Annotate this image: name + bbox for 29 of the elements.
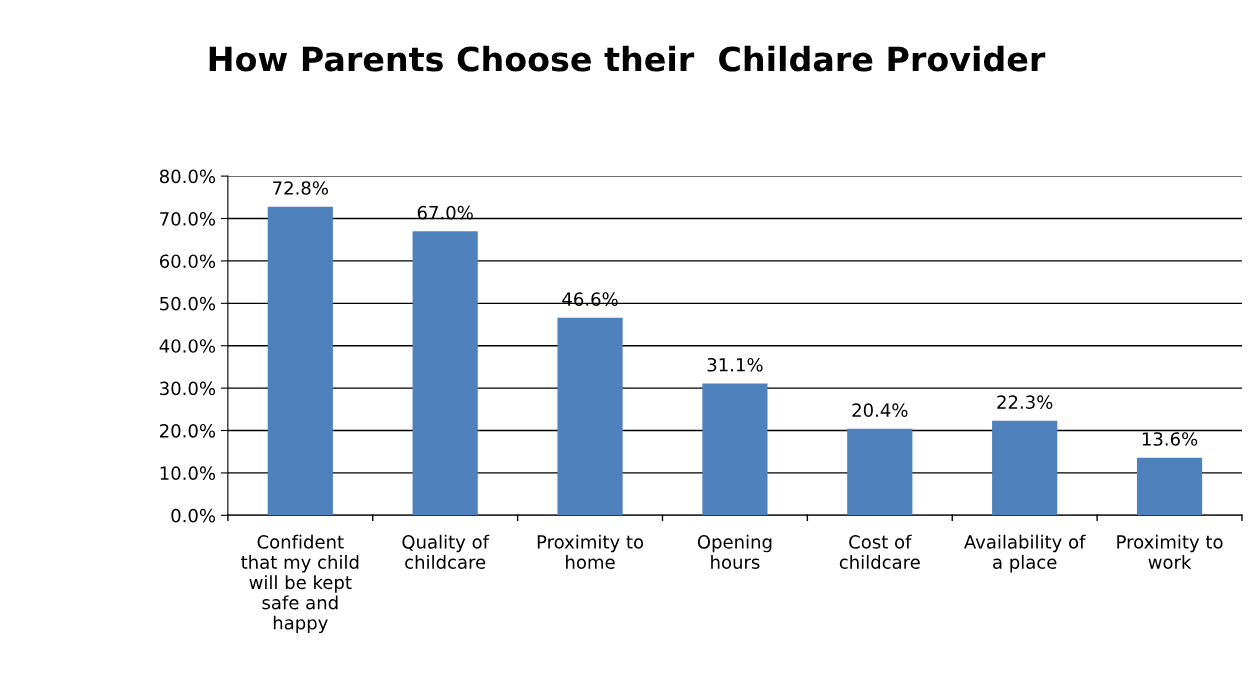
bar <box>557 317 623 516</box>
y-tick-label: 0.0% <box>171 508 216 523</box>
x-tick-label: Proximity to work <box>1117 534 1223 569</box>
bar <box>267 206 333 516</box>
y-tick-label: 10.0% <box>160 466 216 481</box>
y-tick-label: 60.0% <box>159 254 216 269</box>
data-label: 20.4% <box>852 403 908 417</box>
x-tick-label: Cost of childcare <box>839 534 920 569</box>
bar <box>992 420 1058 516</box>
data-label: 31.1% <box>707 357 763 372</box>
bar <box>847 428 913 516</box>
bar <box>1136 457 1203 516</box>
y-tick-label: 40.0% <box>159 339 216 353</box>
data-label: 13.6% <box>1142 432 1198 446</box>
y-tick-label: 20.0% <box>160 423 216 438</box>
x-tick-label: Availability of a place <box>964 534 1086 573</box>
x-tick-label: Quality of childcare <box>402 534 490 569</box>
y-tick-label: 30.0% <box>160 381 216 396</box>
bar <box>702 383 768 516</box>
y-tick-label: 50.0% <box>160 296 216 311</box>
x-tick-label: Proximity to home <box>537 534 644 569</box>
chart-title: How Parents Choose their Childare Provider <box>209 45 1046 72</box>
x-tick-label: Opening hours <box>697 534 772 569</box>
data-label: 72.8% <box>273 181 328 195</box>
y-tick-label: 70.0% <box>160 211 216 226</box>
y-tick-label: 80.0% <box>159 169 216 184</box>
x-tick-label: Confident that my child will be kept safe and happy <box>241 534 359 634</box>
bar <box>412 231 478 516</box>
data-label: 22.3% <box>997 395 1053 409</box>
